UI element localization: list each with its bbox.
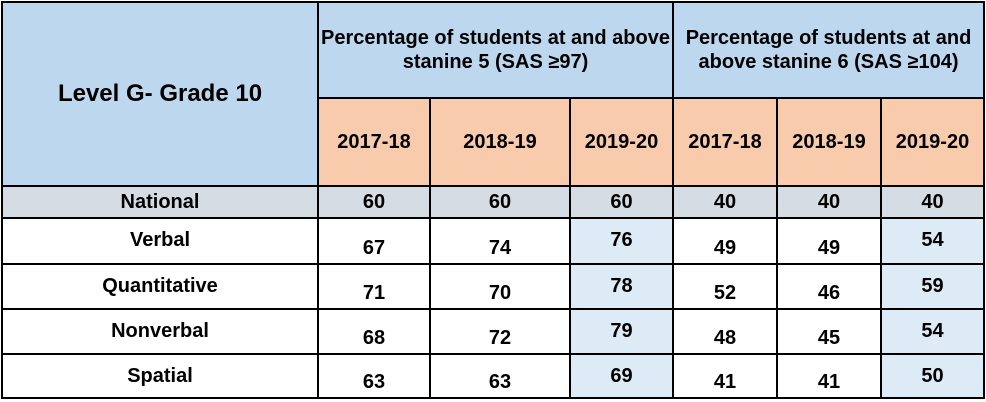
- row-label: Quantitative: [1, 263, 319, 310]
- value-cell: 63: [429, 353, 571, 399]
- year-header: 2019-20: [879, 97, 986, 187]
- value-cell: 40: [879, 185, 986, 219]
- value-cell: 50: [879, 353, 986, 399]
- value-cell: 68: [317, 308, 431, 355]
- value-cell: 40: [672, 185, 778, 219]
- value-cell: 79: [569, 308, 674, 355]
- value-cell: 41: [672, 353, 778, 399]
- year-header: 2017-18: [672, 97, 778, 187]
- table-row: Quantitative 71 70 78 52 46 59: [1, 263, 986, 310]
- value-cell: 78: [569, 263, 674, 310]
- row-label: Nonverbal: [1, 308, 319, 355]
- value-cell: 48: [672, 308, 778, 355]
- value-cell: 54: [879, 217, 986, 265]
- value-cell: 67: [317, 217, 431, 265]
- value-cell: 76: [569, 217, 674, 265]
- value-cell: 41: [776, 353, 882, 399]
- value-cell: 60: [569, 185, 674, 219]
- row-label: Verbal: [1, 217, 319, 265]
- value-cell: 45: [776, 308, 882, 355]
- value-cell: 74: [429, 217, 571, 265]
- value-cell: 63: [317, 353, 431, 399]
- table-row: Spatial 63 63 69 41 41 50: [1, 353, 986, 399]
- year-header: 2018-19: [429, 97, 571, 187]
- row-label: Spatial: [1, 353, 319, 399]
- value-cell: 72: [429, 308, 571, 355]
- value-cell: 46: [776, 263, 882, 310]
- group-header-stanine-5: Percentage of students at and above stan…: [317, 1, 674, 99]
- value-cell: 60: [429, 185, 571, 219]
- value-cell: 59: [879, 263, 986, 310]
- year-header: 2017-18: [317, 97, 431, 187]
- value-cell: 71: [317, 263, 431, 310]
- table-row: National 60 60 60 40 40 40: [1, 185, 986, 219]
- value-cell: 52: [672, 263, 778, 310]
- year-header: 2018-19: [776, 97, 882, 187]
- value-cell: 60: [317, 185, 431, 219]
- group-header-stanine-6: Percentage of students at and above stan…: [671, 1, 986, 99]
- year-header: 2019-20: [569, 97, 674, 187]
- value-cell: 40: [776, 185, 882, 219]
- value-cell: 70: [429, 263, 571, 310]
- value-cell: 49: [672, 217, 778, 265]
- value-cell: 69: [569, 353, 674, 399]
- table-row: Nonverbal 68 72 79 48 45 54: [1, 308, 986, 355]
- table-row: Verbal 67 74 76 49 49 54: [1, 217, 986, 265]
- row-label: National: [1, 185, 319, 219]
- level-title: Level G- Grade 10: [1, 1, 319, 187]
- value-cell: 49: [776, 217, 882, 265]
- value-cell: 54: [879, 308, 986, 355]
